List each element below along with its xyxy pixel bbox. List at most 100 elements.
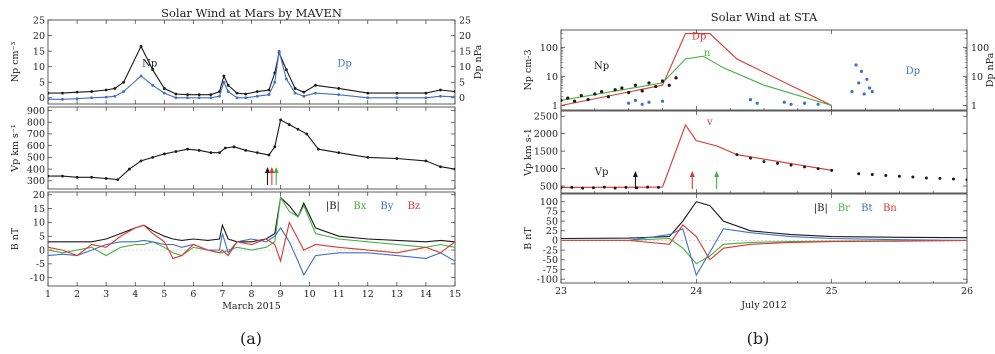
data-point [633,83,638,87]
chart-sta: Solar Wind at STA 1 10 100 1 10 100 Np cm-3 Dp n… [523,10,995,311]
data-point [453,167,455,171]
y-tick-label: 600 [27,141,45,152]
chart-maven: Solar Wind at Mars by MAVEN0510152025051… [10,6,484,312]
series-line-br [561,237,967,265]
data-point [139,45,143,48]
legend-item: Bn [883,203,897,214]
series-group [561,123,967,190]
data-point [748,97,753,102]
data-point [284,68,288,72]
data-point [857,81,861,85]
data-point [61,91,64,95]
data-point [424,96,428,100]
data-point [640,89,644,93]
y-tick-label: 800 [27,118,45,129]
data-point [151,83,155,87]
data-point [602,185,606,189]
x-tick-label: 6 [190,289,196,300]
y-axis-label: Vp km s⁻¹ [10,124,21,173]
arrow-head [632,171,638,177]
data-point [789,163,793,167]
data-point [90,96,94,100]
data-point [647,100,651,104]
data-point [104,95,108,99]
data-point [755,101,759,105]
data-point [867,86,872,90]
series-label: Dp [692,31,706,42]
data-point [816,102,820,106]
data-point [226,90,230,93]
chart-title: Solar Wind at Mars by MAVEN [161,6,342,20]
x-tick-label: 14 [420,289,432,300]
y-tick-label: 400 [27,164,45,175]
y-tick-label: 25 [33,15,45,26]
data-point [579,93,583,98]
data-point [395,91,399,95]
panel-2: -10 -5 0 5 10 15 20 B nT |B| Bx By Bz [10,190,456,287]
data-point [965,178,967,182]
data-point [139,159,143,163]
data-point [635,186,639,190]
data-point [453,95,455,99]
data-point [803,165,807,169]
x-axis-label: July 2012 [740,300,787,311]
series-group [48,118,455,182]
legend-item: |B| [326,201,340,212]
y-tick-label: 0 [39,245,45,256]
data-point [222,80,226,84]
data-point [572,99,577,103]
data-point [924,176,928,180]
data-point [284,77,288,81]
data-point [439,94,442,98]
data-point [816,167,820,171]
data-point [90,175,94,179]
series-group [48,195,455,277]
data-point [302,94,306,98]
data-point [162,91,166,95]
data-point [600,90,604,94]
data-point [75,175,79,179]
y-tick-label: 900 [27,106,45,117]
data-point [857,172,861,176]
data-point [75,97,79,101]
y-axis-label: Np cm-3 [523,50,534,91]
series-line-0 [48,119,455,181]
legend-item: By [380,201,393,212]
data-point [938,176,942,180]
data-point [296,127,300,131]
data-point [862,92,866,96]
y-tick-label: 0 [552,236,558,247]
data-point [48,97,50,101]
data-point [850,90,854,94]
series-line-bz [48,220,455,264]
series-line-b [48,196,455,243]
data-point [453,90,455,93]
x-tick-label: 7 [219,289,225,300]
chart-title: Solar Wind at STA [711,10,818,24]
y-tick-label: 100 [540,43,558,54]
series-label: Np [142,59,157,70]
series-label: v [706,117,713,128]
y-tick-label: 2500 [534,112,558,123]
y-tick-label: 1000 [534,164,558,175]
data-point [897,174,901,178]
data-point [627,90,631,95]
x-tick-label: 26 [961,286,973,297]
y-tick-label: 25 [546,226,558,237]
y-tick-label: 20 [33,31,45,42]
x-tick-label: 8 [248,289,254,300]
y-tick-label: -50 [543,255,558,266]
data-point [104,88,108,92]
data-point [762,160,766,164]
data-point [209,96,213,100]
data-point [591,186,595,190]
y-right-tick-label: 100 [971,43,989,54]
y-right-tick-label: 25 [459,15,471,26]
data-point [174,92,178,96]
data-point [151,155,155,159]
data-point [366,155,370,159]
legend-item: Br [838,203,850,214]
data-point [581,186,585,190]
y-right-tick-label: 20 [459,31,471,42]
